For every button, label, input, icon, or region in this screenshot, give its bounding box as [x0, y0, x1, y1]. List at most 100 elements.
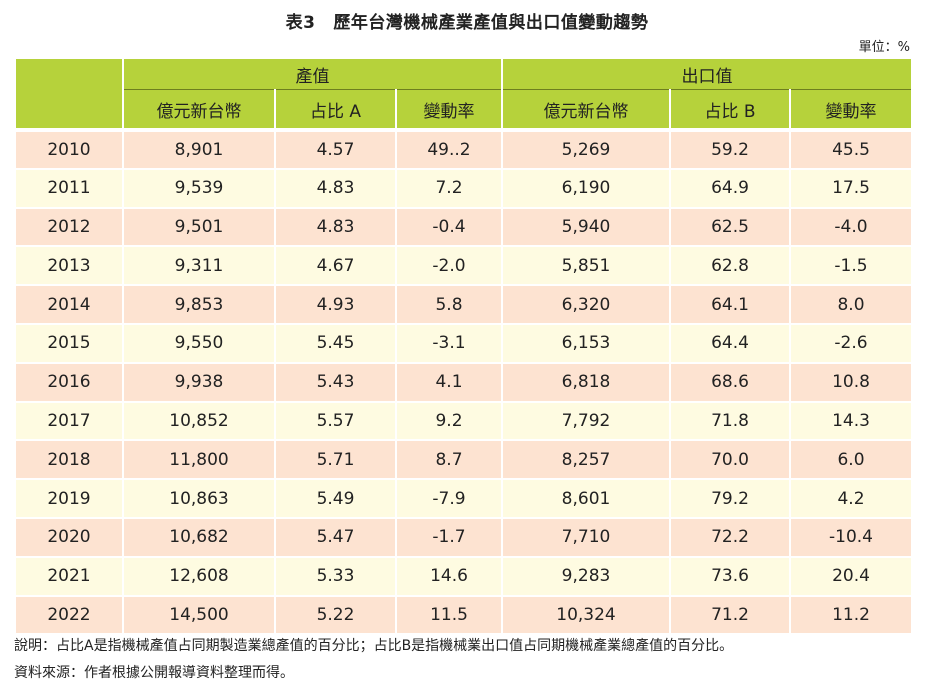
- output-share-cell: 5.57: [274, 400, 397, 442]
- output-share-cell: 5.22: [274, 594, 397, 636]
- header-group-output: 產值: [122, 57, 503, 90]
- year-cell: 2016: [14, 361, 124, 403]
- export-share-cell: 71.2: [669, 594, 791, 636]
- table-number: 表3: [285, 13, 316, 33]
- export-value-cell: 7,792: [501, 400, 671, 442]
- year-cell: 2015: [14, 322, 124, 364]
- output-value-cell: 9,853: [122, 284, 276, 325]
- export-change-cell: 11.2: [788, 594, 914, 636]
- output-change-cell: 9.2: [395, 400, 503, 442]
- unit-label: 單位：%: [858, 40, 910, 55]
- export-share-cell: 59.2: [669, 128, 791, 170]
- export-change-cell: 14.3: [788, 400, 914, 442]
- header-export-value: 億元新台幣: [501, 89, 671, 131]
- output-value-cell: 10,682: [122, 516, 276, 558]
- header-output-change: 變動率: [395, 89, 503, 131]
- output-change-cell: -2.0: [395, 245, 503, 287]
- table-row: 2012 9,501 4.83 -0.4 5,940 62.5 -4.0: [14, 206, 914, 248]
- year-cell: 2021: [14, 555, 124, 597]
- header-year-cell: [14, 57, 124, 131]
- output-value-cell: 14,500: [122, 594, 276, 636]
- output-change-cell: 11.5: [395, 594, 503, 636]
- year-cell: 2010: [14, 128, 124, 170]
- export-change-cell: 45.5: [788, 128, 914, 170]
- export-value-cell: 6,320: [501, 284, 671, 325]
- output-value-cell: 12,608: [122, 555, 276, 597]
- output-change-cell: 14.6: [395, 555, 503, 597]
- output-change-cell: -7.9: [395, 478, 503, 519]
- table-title: 表3 歷年台灣機械產業產值與出口值變動趨勢: [0, 8, 934, 33]
- export-value-cell: 6,153: [501, 322, 671, 364]
- year-cell: 2011: [14, 167, 124, 209]
- output-share-cell: 4.93: [274, 284, 397, 325]
- export-share-cell: 73.6: [669, 555, 791, 597]
- output-change-cell: -3.1: [395, 322, 503, 364]
- table-body: 2010 8,901 4.57 49..2 5,269 59.2 45.5 2011 9,539…: [14, 128, 914, 636]
- header-export-change: 變動率: [789, 89, 914, 131]
- output-value-cell: 10,863: [122, 478, 276, 519]
- output-share-cell: 5.43: [274, 361, 397, 403]
- table-row: 2014 9,853 4.93 5.8 6,320 64.1 8.0: [14, 284, 914, 325]
- table-row: 2010 8,901 4.57 49..2 5,269 59.2 45.5: [14, 128, 914, 170]
- output-share-cell: 4.67: [274, 245, 397, 287]
- year-cell: 2013: [14, 245, 124, 287]
- year-cell: 2019: [14, 478, 124, 519]
- output-value-cell: 9,501: [122, 206, 276, 248]
- export-value-cell: 6,190: [501, 167, 671, 209]
- year-cell: 2020: [14, 516, 124, 558]
- output-share-cell: 5.47: [274, 516, 397, 558]
- export-value-cell: 7,710: [501, 516, 671, 558]
- export-change-cell: 20.4: [788, 555, 914, 597]
- export-share-cell: 68.6: [669, 361, 791, 403]
- export-share-cell: 62.8: [669, 245, 791, 287]
- output-share-cell: 4.57: [274, 128, 397, 170]
- table-title-text: 歷年台灣機械產業產值與出口值變動趨勢: [333, 13, 649, 33]
- export-value-cell: 5,940: [501, 206, 671, 248]
- table-row: 2021 12,608 5.33 14.6 9,283 73.6 20.4: [14, 555, 914, 597]
- output-change-cell: 7.2: [395, 167, 503, 209]
- year-cell: 2017: [14, 400, 124, 442]
- output-share-cell: 5.49: [274, 478, 397, 519]
- export-change-cell: 17.5: [788, 167, 914, 209]
- table-row: 2011 9,539 4.83 7.2 6,190 64.9 17.5: [14, 167, 914, 209]
- export-value-cell: 5,269: [501, 128, 671, 170]
- export-value-cell: 6,818: [501, 361, 671, 403]
- source-note: 資料來源：作者根據公開報導資料整理而得。: [14, 665, 294, 681]
- table-row: 2016 9,938 5.43 4.1 6,818 68.6 10.8: [14, 361, 914, 403]
- output-share-cell: 5.45: [274, 322, 397, 364]
- output-change-cell: 8.7: [395, 439, 503, 481]
- export-change-cell: 8.0: [788, 284, 914, 325]
- export-change-cell: -10.4: [788, 516, 914, 558]
- table-row: 2022 14,500 5.22 11.5 10,324 71.2 11.2: [14, 594, 914, 636]
- year-cell: 2022: [14, 594, 124, 636]
- year-cell: 2018: [14, 439, 124, 481]
- output-share-cell: 5.33: [274, 555, 397, 597]
- output-change-cell: -0.4: [395, 206, 503, 248]
- export-value-cell: 8,257: [501, 439, 671, 481]
- table-row: 2017 10,852 5.57 9.2 7,792 71.8 14.3: [14, 400, 914, 442]
- output-share-cell: 4.83: [274, 167, 397, 209]
- table-row: 2020 10,682 5.47 -1.7 7,710 72.2 -10.4: [14, 516, 914, 558]
- table-row: 2015 9,550 5.45 -3.1 6,153 64.4 -2.6: [14, 322, 914, 364]
- export-share-cell: 79.2: [669, 478, 791, 519]
- output-value-cell: 8,901: [122, 128, 276, 170]
- explanation-note: 說明：占比A是指機械產值占同期製造業總產值的百分比；占比B是指機械業出口值占同期…: [14, 638, 734, 654]
- output-change-cell: 5.8: [395, 284, 503, 325]
- export-change-cell: -2.6: [788, 322, 914, 364]
- export-share-cell: 64.1: [669, 284, 791, 325]
- year-cell: 2012: [14, 206, 124, 248]
- header-output-value: 億元新台幣: [122, 89, 276, 131]
- table-row: 2019 10,863 5.49 -7.9 8,601 79.2 4.2: [14, 478, 914, 519]
- table-row: 2013 9,311 4.67 -2.0 5,851 62.8 -1.5: [14, 245, 914, 287]
- output-value-cell: 9,550: [122, 322, 276, 364]
- data-table: 產值 出口值 億元新台幣 占比 A 變動率 億元新台幣 占比 B 變動率 201…: [14, 57, 914, 636]
- notes: 說明：占比A是指機械產值占同期製造業總產值的百分比；占比B是指機械業出口值占同期…: [14, 633, 733, 687]
- export-share-cell: 64.4: [669, 322, 791, 364]
- export-share-cell: 62.5: [669, 206, 791, 248]
- header-export-share: 占比 B: [669, 89, 791, 131]
- output-value-cell: 9,311: [122, 245, 276, 287]
- export-value-cell: 10,324: [501, 594, 671, 636]
- table-row: 2018 11,800 5.71 8.7 8,257 70.0 6.0: [14, 439, 914, 481]
- export-value-cell: 8,601: [501, 478, 671, 519]
- header-output-share: 占比 A: [274, 89, 397, 131]
